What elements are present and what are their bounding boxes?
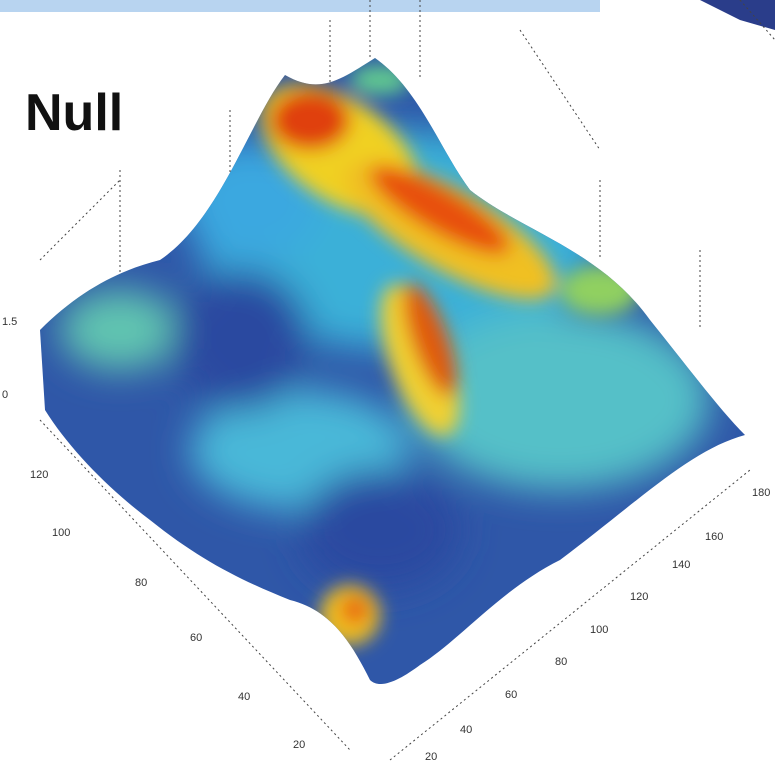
right-tick-label: 120 <box>630 591 648 603</box>
left-tick-label: 80 <box>135 577 147 589</box>
right-tick-label: 60 <box>505 689 517 701</box>
right-tick-label: 160 <box>705 531 723 543</box>
left-tick-label: 120 <box>30 469 48 481</box>
corner-shape <box>700 0 775 30</box>
right-tick-label: 180 <box>752 487 770 499</box>
right-tick-label: 40 <box>460 724 472 736</box>
vertical-tick-label: 1.5 <box>2 316 17 328</box>
left-tick-label: 40 <box>238 691 250 703</box>
right-tick-label: 80 <box>555 656 567 668</box>
right-tick-label: 140 <box>672 559 690 571</box>
right-tick-label: 100 <box>590 624 608 636</box>
label: Null <box>25 84 123 142</box>
left-tick-label: 20 <box>293 739 305 751</box>
left-tick-label: 100 <box>52 527 70 539</box>
vertical-tick-label: 0 <box>2 389 8 401</box>
left-tick-label: 60 <box>190 632 202 644</box>
window-band <box>0 0 600 12</box>
axis-guides <box>39 0 775 761</box>
right-tick-label: 20 <box>425 751 437 763</box>
